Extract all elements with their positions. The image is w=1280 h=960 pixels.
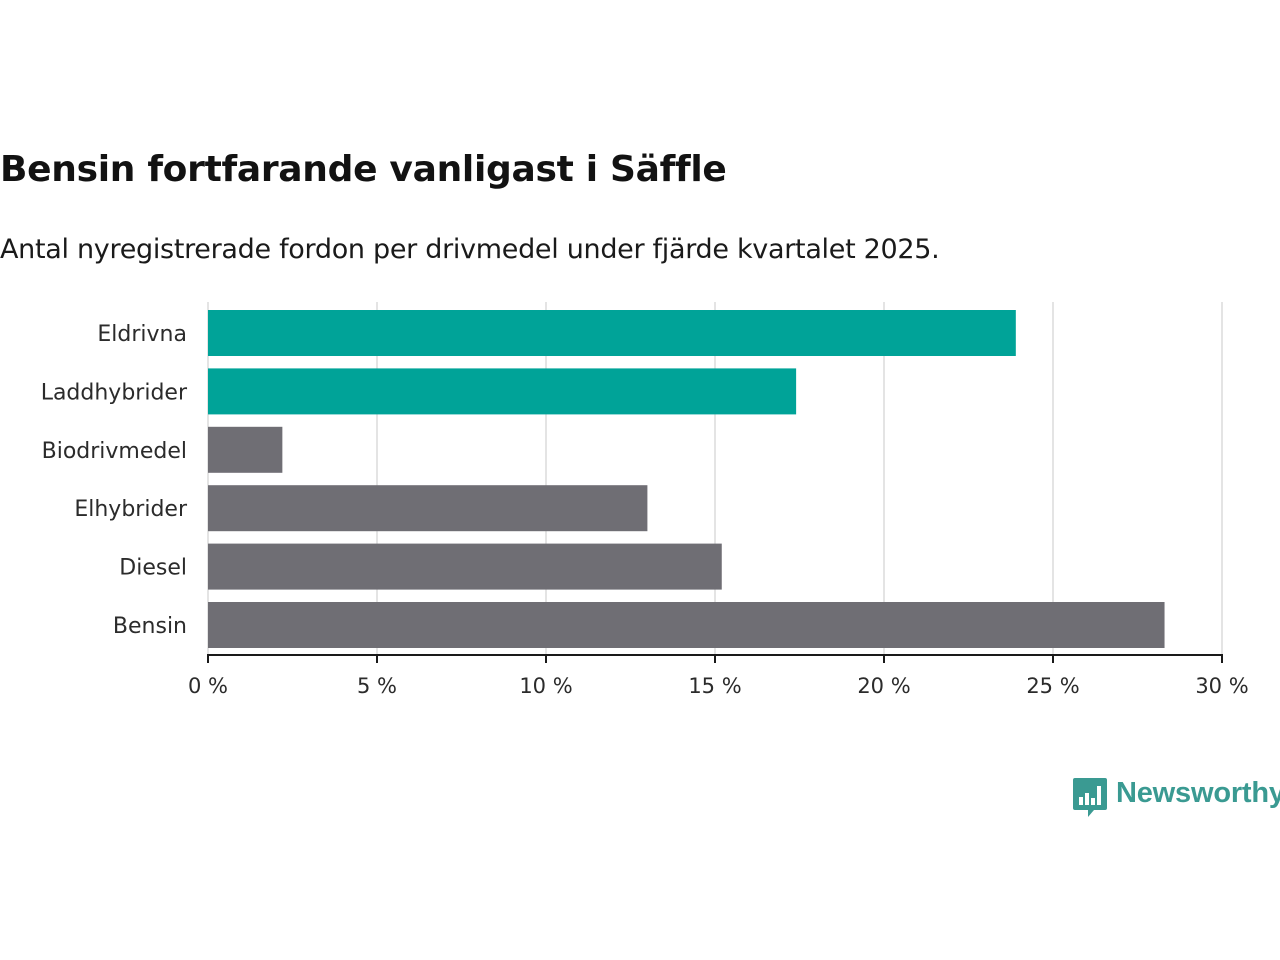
bar-elhybrider <box>208 485 648 532</box>
bars <box>208 310 1165 648</box>
x-tick-label-4: 20 % <box>857 674 910 698</box>
x-tick-label-6: 30 % <box>1195 674 1248 698</box>
x-tick-label-1: 5 % <box>357 674 397 698</box>
bar-diesel <box>208 543 722 590</box>
category-label-bensin: Bensin <box>113 614 187 639</box>
grid-lines <box>207 302 1223 655</box>
category-label-biodrivmedel: Biodrivmedel <box>42 439 187 464</box>
x-tick-label-3: 15 % <box>688 674 741 698</box>
bar-eldrivna <box>208 310 1016 356</box>
category-labels: Eldrivna Laddhybrider Biodrivmedel Elhybrid… <box>41 322 188 639</box>
newsworthy-logo: Newsworthy <box>1072 776 1280 820</box>
x-axis: 0 % 5 % 10 % 15 % 20 % 25 % 30 % <box>188 654 1249 698</box>
newsworthy-logo-text: Newsworthy <box>1116 777 1280 809</box>
bar-laddhybrider <box>208 368 797 415</box>
x-tick-label-5: 25 % <box>1026 674 1079 698</box>
x-tick-label-2: 10 % <box>519 674 572 698</box>
bar-biodrivmedel <box>208 426 283 473</box>
category-label-diesel: Diesel <box>119 556 187 581</box>
bar-bensin <box>208 602 1165 648</box>
category-label-eldrivna: Eldrivna <box>97 322 187 347</box>
x-tick-label-0: 0 % <box>188 674 228 698</box>
category-label-elhybrider: Elhybrider <box>74 497 188 522</box>
chart-subtitle: Antal nyregistrerade fordon per drivmede… <box>0 234 940 265</box>
category-label-laddhybrider: Laddhybrider <box>41 380 188 405</box>
newsworthy-logo-icon <box>1073 778 1107 817</box>
chart-title: Bensin fortfarande vanligast i Säffle <box>0 149 727 190</box>
